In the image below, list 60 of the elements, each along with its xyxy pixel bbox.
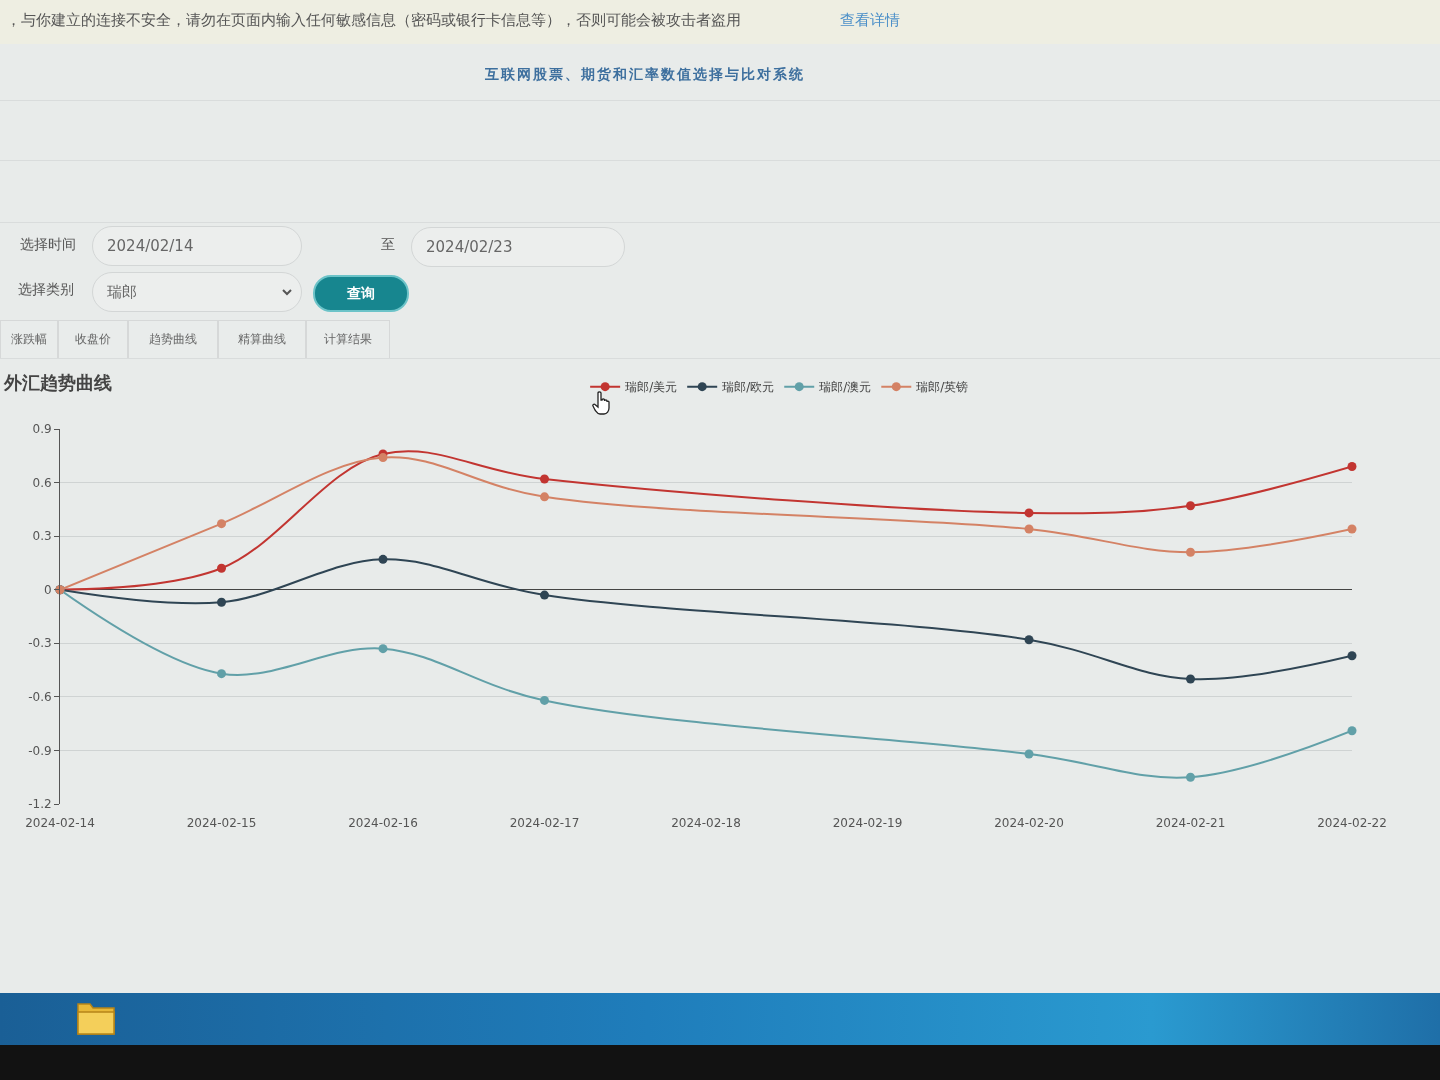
text: 查看详情 <box>840 11 900 29</box>
y-tick-label: -1.2 <box>28 797 52 812</box>
point <box>1186 501 1195 511</box>
point <box>378 554 388 564</box>
y-tick-label: 0 <box>43 582 52 597</box>
x-tick-label: 2024-02-16 <box>348 816 418 830</box>
y-tick-label: -0.9 <box>28 743 52 758</box>
y-tick-label: 0.9 <box>32 422 52 437</box>
x-tick-label: 2024-02-18 <box>671 816 741 830</box>
point <box>378 453 388 463</box>
y-tick-label: -0.6 <box>28 690 52 705</box>
x-tick-label: 2024-02-20 <box>994 816 1064 830</box>
tab: 精算曲线 <box>218 320 306 358</box>
tab: 趋势曲线 <box>128 320 218 358</box>
x-tick-label: 2024-02-14 <box>25 816 95 830</box>
legend-label: 瑞郎/英镑 <box>916 380 969 395</box>
text: 选择时间 <box>20 236 76 252</box>
point <box>1024 508 1034 518</box>
text: 互联网股票、期货和汇率数值选择与比对系统 <box>485 66 805 82</box>
text: 至 <box>381 236 395 252</box>
text-field: 2024/02/14 <box>92 226 302 266</box>
point <box>1347 651 1357 661</box>
point <box>1024 635 1034 645</box>
point <box>1347 726 1357 736</box>
point <box>540 695 549 705</box>
point <box>540 590 549 600</box>
tab: 计算结果 <box>306 320 390 358</box>
y-tick-label: 0.6 <box>32 475 52 490</box>
x-tick-label: 2024-02-15 <box>186 816 257 830</box>
point <box>378 644 388 654</box>
text-field: 2024/02/23 <box>411 227 625 267</box>
point <box>1347 524 1357 534</box>
x-tick-label: 2024-02-21 <box>1155 816 1226 830</box>
x-tick-label: 2024-02-19 <box>832 816 903 830</box>
text: ，与你建立的连接不安全，请勿在页面内输入任何敏感信息（密码或银行卡信息等），否则可能会被攻击者盗用 <box>6 11 741 29</box>
tab: 涨跌幅 <box>0 320 58 358</box>
dropdown-field: 瑞郎 <box>92 272 302 312</box>
point <box>540 474 549 484</box>
point <box>217 597 226 607</box>
point <box>540 492 549 502</box>
button: 查询 <box>313 275 409 312</box>
point <box>1024 749 1034 759</box>
point <box>1186 772 1195 782</box>
tab: 收盘价 <box>58 320 128 358</box>
y-tick-label: -0.3 <box>28 636 52 651</box>
point <box>1347 462 1357 471</box>
x-tick-label: 2024-02-22 <box>1317 816 1387 830</box>
text: 选择类别 <box>18 281 74 297</box>
legend-label: 瑞郎/美元 <box>625 380 678 395</box>
y-tick-label: 0.3 <box>32 529 52 544</box>
point <box>217 669 226 679</box>
point <box>1186 674 1195 684</box>
x-tick-label: 2024-02-17 <box>509 816 580 830</box>
point <box>1024 524 1034 534</box>
legend-label: 瑞郎/澳元 <box>819 380 872 395</box>
point <box>217 519 226 529</box>
chart-title: 外汇趋势曲线 <box>3 372 113 394</box>
point <box>217 563 226 573</box>
legend-label: 瑞郎/欧元 <box>722 380 775 395</box>
point <box>1186 547 1195 557</box>
